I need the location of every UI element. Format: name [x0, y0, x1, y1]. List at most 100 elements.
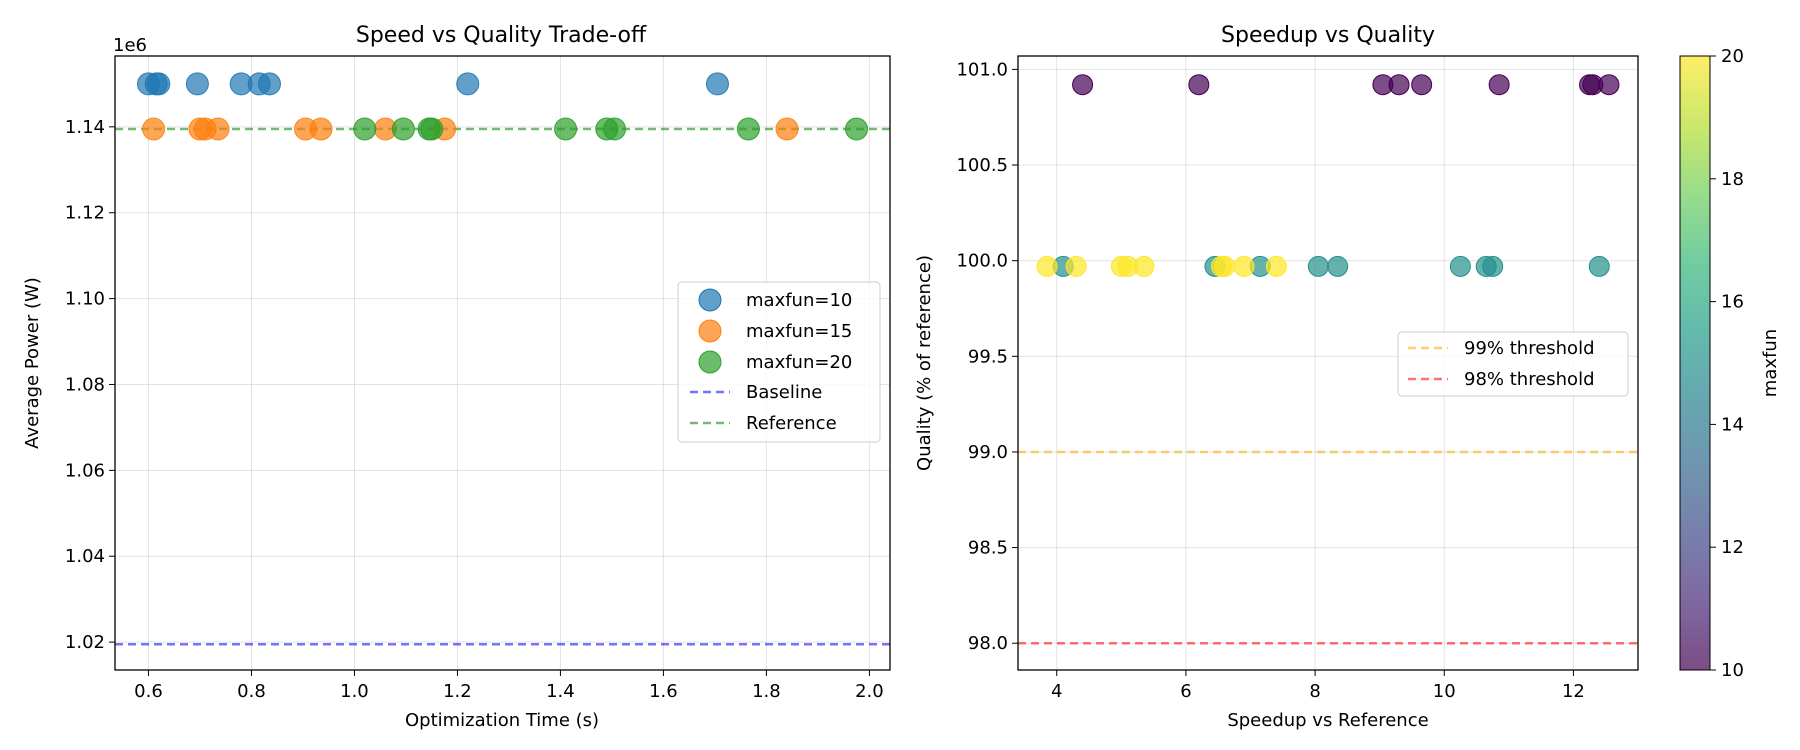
data-point [391, 117, 415, 141]
y-tick-label: 1.02 [65, 632, 105, 653]
x-axis-label: Speedup vs Reference [1227, 710, 1428, 731]
data-point [775, 117, 799, 141]
x-axis-ticks: 0.6 0.8 1.0 1.2 1.4 1.6 1.8 2.0 [134, 670, 884, 702]
data-point [1233, 255, 1255, 277]
legend-label-reference: Reference [746, 413, 837, 434]
data-point [206, 117, 230, 141]
chart-title: Speed vs Quality Trade-off [356, 23, 647, 48]
y-tick-label: 100.0 [956, 251, 1008, 272]
y-tick-label: 99.5 [968, 346, 1008, 367]
colorbar-gradient [1679, 55, 1711, 671]
data-point [142, 117, 166, 141]
legend-marker-maxfun-20 [698, 350, 722, 374]
y-axis-label: Quality (% of reference) [914, 255, 935, 471]
legend-label-98-threshold: 98% threshold [1464, 369, 1595, 390]
x-tick-label: 4 [1051, 681, 1062, 702]
y-tick-label: 1.10 [65, 289, 105, 310]
y-tick-label: 98.5 [968, 538, 1008, 559]
legend-box [1397, 331, 1629, 397]
x-tick-label: 1.8 [752, 681, 781, 702]
data-point [420, 117, 444, 141]
x-tick-label: 1.6 [649, 681, 678, 702]
data-point [1588, 255, 1610, 277]
data-point [705, 72, 729, 96]
colorbar-tick-label: 16 [1721, 292, 1744, 313]
x-tick-label: 0.6 [134, 681, 163, 702]
y-tick-label: 98.0 [968, 633, 1008, 654]
legend: 99% threshold 98% threshold [1397, 331, 1629, 397]
x-tick-label: 10 [1433, 681, 1456, 702]
y-axis-label: Average Power (W) [22, 277, 43, 449]
data-point [1307, 255, 1329, 277]
y-axis-ticks: 1.02 1.04 1.06 1.08 1.10 1.12 1.14 [65, 117, 115, 653]
y-tick-label: 101.0 [956, 59, 1008, 80]
colorbar-tick-label: 14 [1721, 414, 1744, 435]
plot-frame [114, 55, 891, 671]
x-tick-label: 0.8 [237, 681, 266, 702]
data-point [1214, 255, 1236, 277]
x-tick-label: 1.4 [546, 681, 575, 702]
data-point [309, 117, 333, 141]
x-tick-label: 6 [1180, 681, 1191, 702]
data-point [257, 72, 281, 96]
y-tick-label: 100.5 [956, 155, 1008, 176]
colorbar-ticks: 10 12 14 16 18 20 [1710, 46, 1744, 681]
data-point [1072, 74, 1094, 96]
y-tick-label: 1.12 [65, 203, 105, 224]
y-tick-label: 1.14 [65, 117, 105, 138]
y-axis-ticks: 98.0 98.5 99.0 99.5 100.0 100.5 101.0 [956, 59, 1018, 654]
data-point [1449, 255, 1471, 277]
data-point [1133, 255, 1155, 277]
legend-marker-maxfun-10 [698, 288, 722, 312]
data-point [456, 72, 480, 96]
x-tick-label: 12 [1562, 681, 1585, 702]
y-offset-label: 1e6 [113, 35, 147, 56]
colorbar-label: maxfun [1760, 329, 1781, 397]
x-tick-label: 8 [1309, 681, 1320, 702]
legend-label-99-threshold: 99% threshold [1464, 338, 1595, 359]
y-tick-label: 99.0 [968, 442, 1008, 463]
speedup-quality-chart: Speedup vs Quality 4 6 8 10 12 98.098.599.09… [914, 23, 1781, 731]
colorbar-tick-label: 10 [1721, 660, 1744, 681]
legend: maxfun=10 maxfun=15 maxfun=20 Baseline R… [677, 281, 881, 443]
x-tick-label: 2.0 [855, 681, 884, 702]
legend-box [677, 281, 881, 443]
x-tick-label: 1.0 [340, 681, 369, 702]
scatter-points [136, 72, 869, 141]
x-tick-label: 1.2 [443, 681, 472, 702]
data-point [1488, 74, 1510, 96]
legend-marker-maxfun-15 [698, 319, 722, 343]
y-tick-label: 1.08 [65, 374, 105, 395]
data-point [845, 117, 869, 141]
x-axis-label: Optimization Time (s) [405, 710, 599, 731]
data-point [1411, 74, 1433, 96]
legend-label-baseline: Baseline [746, 382, 822, 403]
legend-label-maxfun-15: maxfun=15 [746, 321, 852, 342]
data-point [1065, 255, 1087, 277]
chart-title: Speedup vs Quality [1221, 23, 1435, 48]
data-point [1188, 74, 1210, 96]
speed-quality-chart: Speed vs Quality Trade-off 1e6 0.6 0.8 1.0… [22, 23, 891, 731]
y-tick-label: 1.04 [65, 546, 105, 567]
plot-frame [1017, 55, 1639, 671]
colorbar: 10 12 14 16 18 20 maxfun [1679, 46, 1781, 681]
data-point [1388, 74, 1410, 96]
colorbar-tick-label: 18 [1721, 169, 1744, 190]
data-point [603, 117, 627, 141]
data-point [1327, 255, 1349, 277]
y-tick-label: 1.06 [65, 460, 105, 481]
legend-label-maxfun-20: maxfun=20 [746, 352, 852, 373]
data-point [1036, 255, 1058, 277]
data-point [736, 117, 760, 141]
scatter-points [1036, 74, 1620, 277]
data-point [147, 72, 171, 96]
legend-label-maxfun-10: maxfun=10 [746, 290, 852, 311]
grid [1018, 56, 1638, 670]
data-point [185, 72, 209, 96]
colorbar-tick-label: 20 [1721, 46, 1744, 67]
data-point [554, 117, 578, 141]
data-point [1265, 255, 1287, 277]
data-point [353, 117, 377, 141]
data-point [1482, 255, 1504, 277]
